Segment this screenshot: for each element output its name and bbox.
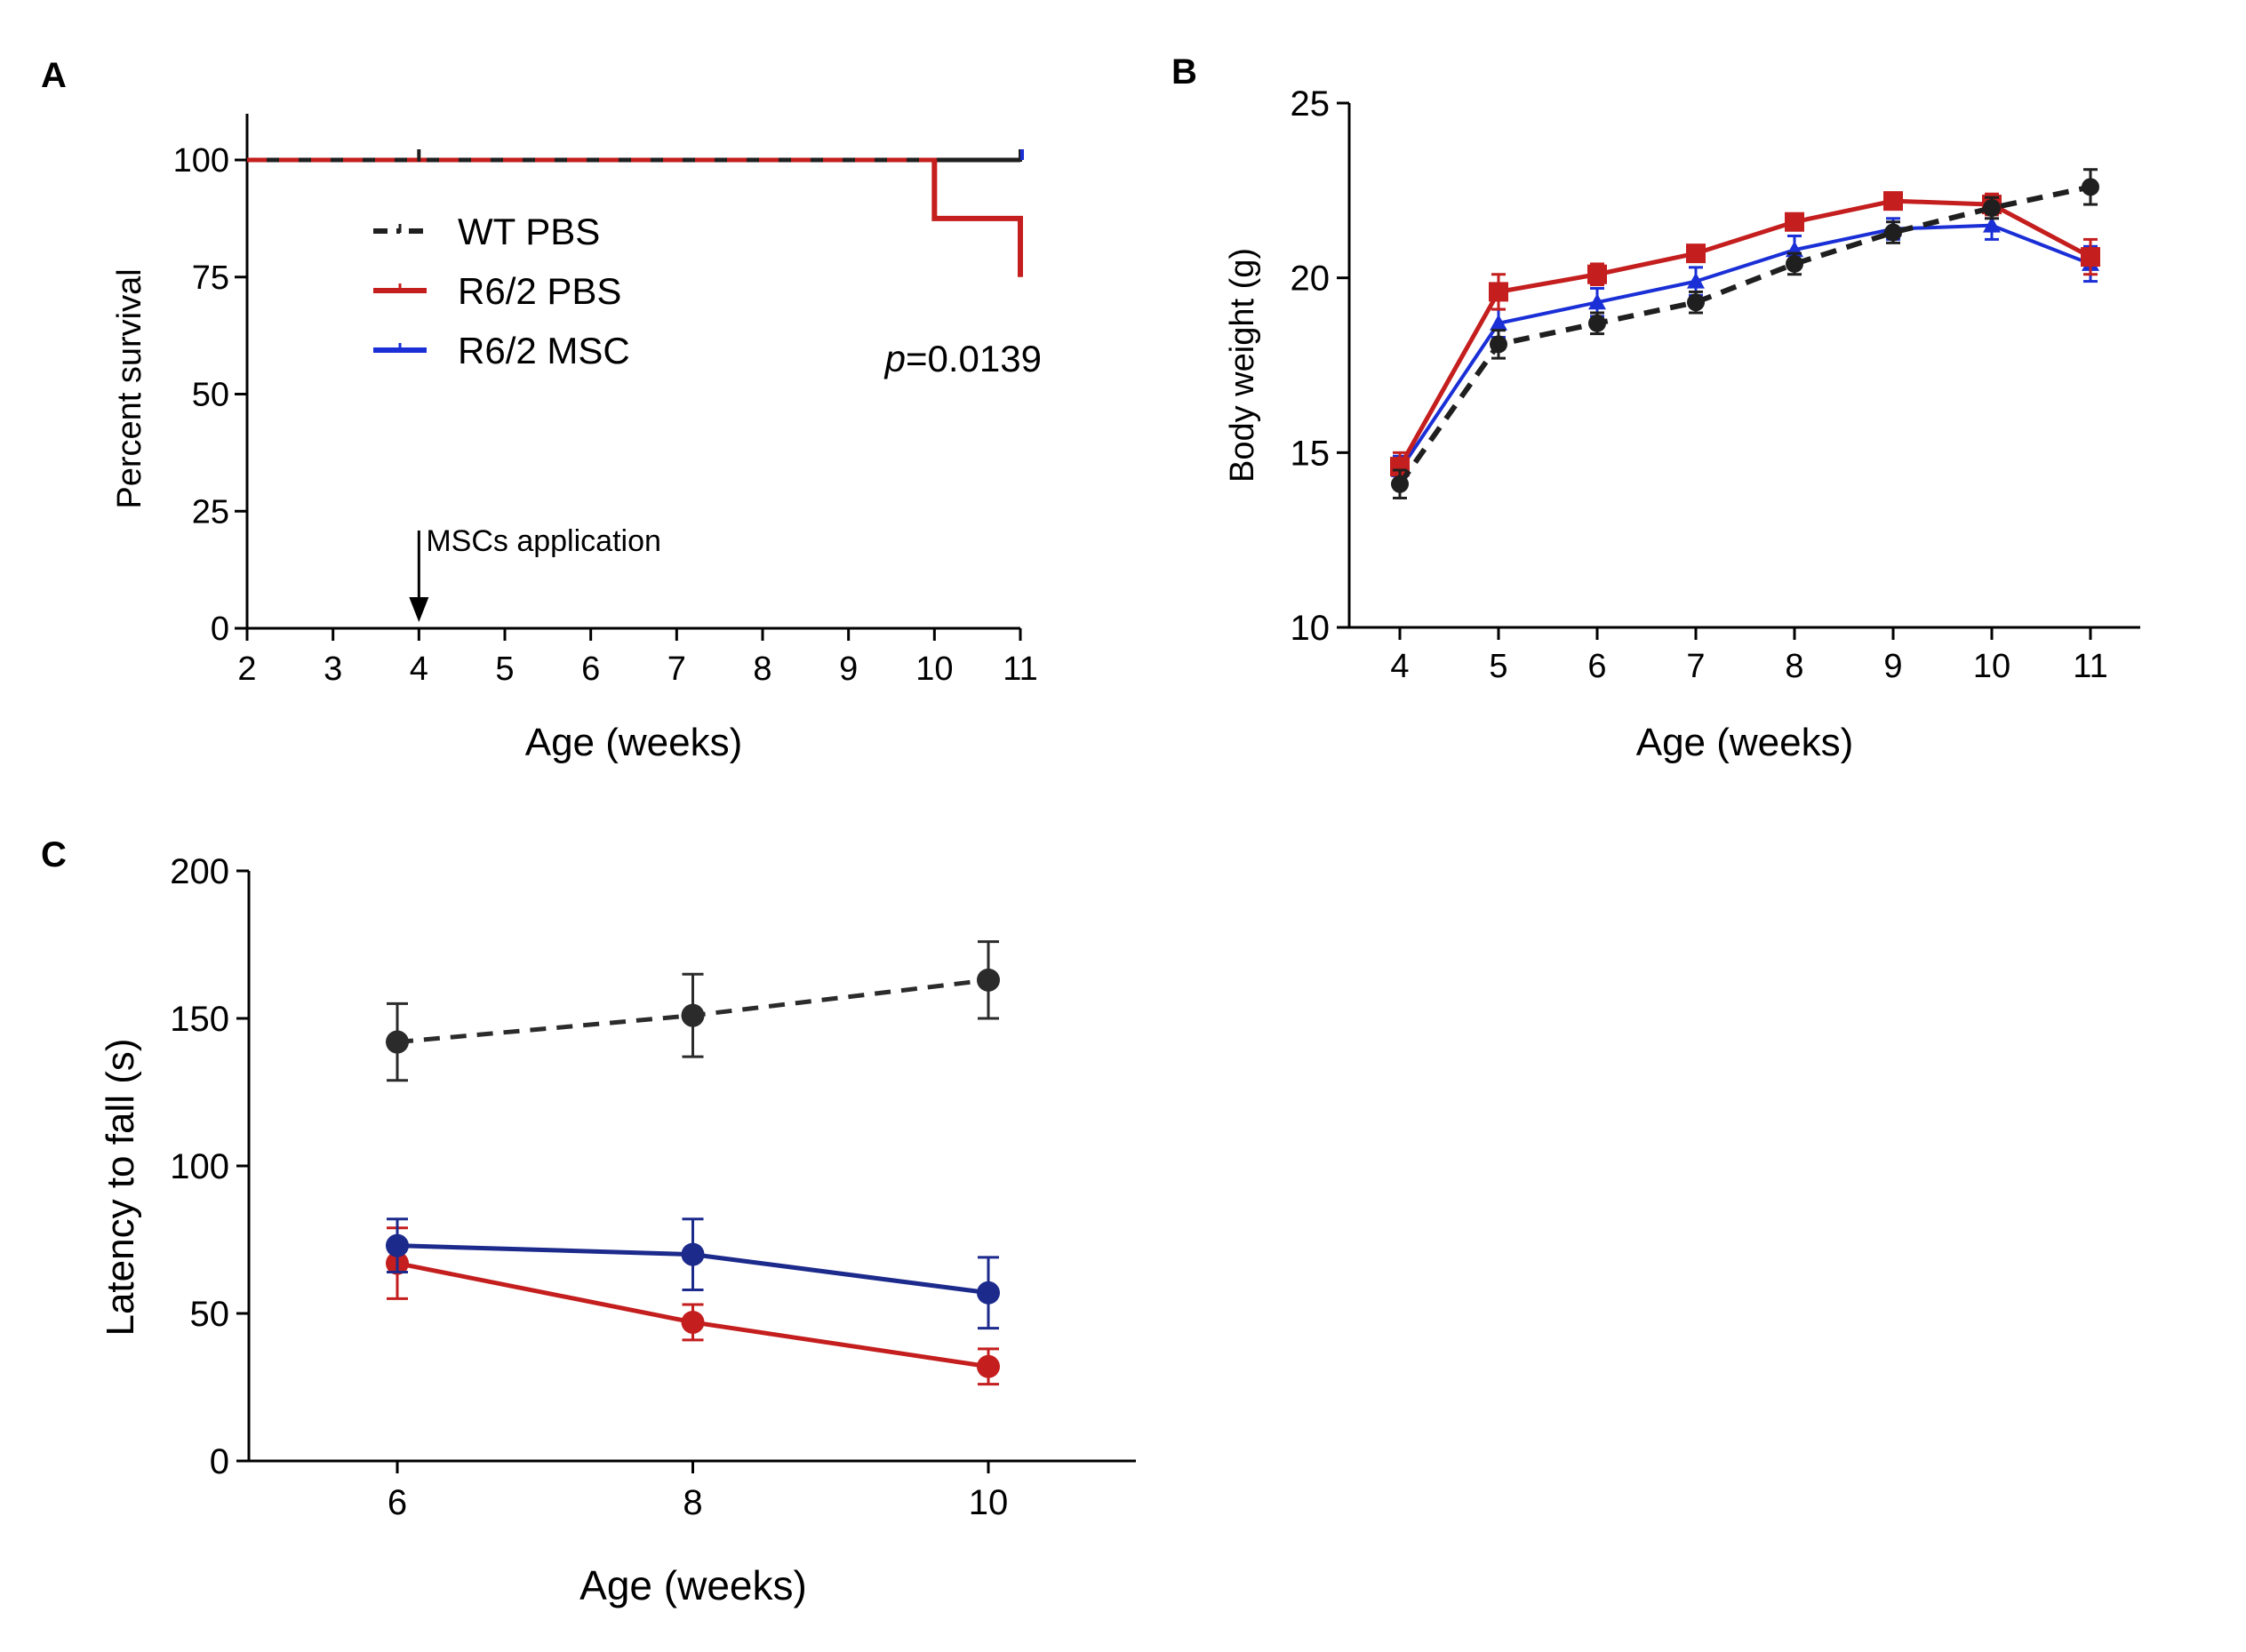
y-tick-label: 50 — [192, 377, 229, 414]
x-tick-label: 6 — [581, 650, 600, 688]
y-tick-label: 100 — [170, 1147, 229, 1186]
legend-label-2: R6/2 MSC — [458, 330, 630, 371]
y-axis-title: Latency to fall (s) — [99, 1038, 142, 1336]
panel-letter-b: B — [1171, 52, 1197, 92]
data-point-r6-2-pbs — [1686, 243, 1706, 264]
y-tick-label: 10 — [1291, 609, 1331, 648]
x-tick-label: 4 — [410, 650, 428, 688]
series-r6-2-msc — [386, 1217, 1000, 1330]
x-tick-label: 8 — [683, 1483, 702, 1522]
panel-letter-a: A — [41, 56, 67, 95]
y-tick-label: 200 — [170, 852, 229, 891]
x-tick-label: 6 — [1587, 648, 1606, 685]
data-point-r6-2-pbs — [1785, 211, 1804, 232]
series-line-r6-2-pbs — [931, 160, 1023, 277]
y-tick-label: 25 — [192, 493, 229, 531]
panel-letter-c: C — [41, 835, 67, 874]
p-symbol: p — [883, 338, 906, 379]
x-tick-label: 11 — [2073, 648, 2107, 685]
x-tick-label: 7 — [667, 650, 686, 688]
series-wt-pbs — [386, 940, 1000, 1082]
data-point-wt-pbs — [1490, 335, 1507, 354]
y-tick-label: 75 — [192, 259, 229, 297]
data-point-r6-2-msc — [977, 1281, 1000, 1305]
y-tick-label: 100 — [173, 142, 229, 180]
x-tick-label: 4 — [1390, 648, 1409, 685]
x-tick-label: 10 — [915, 650, 953, 688]
panel-a-survival-chart: A 0 25 50 75 100 2 3 4 5 6 7 8 9 10 11 Age (weeks) Percen… — [41, 56, 1042, 764]
data-point-r6-2-pbs — [681, 1310, 705, 1334]
panel-c-latency-chart: C 0 50 100 150 200 6 8 10 Age (weeks) Latency to f… — [41, 835, 1136, 1608]
data-point-wt-pbs — [386, 1030, 409, 1054]
arrow-head — [409, 597, 429, 622]
data-point-r6-2-msc — [1983, 216, 2001, 233]
x-tick-label: 9 — [839, 650, 858, 688]
data-point-r6-2-msc — [1588, 293, 1606, 310]
x-tick-label: 10 — [969, 1483, 1009, 1522]
series-wt-pbs — [1391, 168, 2099, 499]
x-tick-label: 8 — [753, 650, 771, 688]
y-tick-label: 0 — [211, 611, 229, 648]
y-axis-title: Percent survival — [111, 268, 148, 508]
data-point-wt-pbs — [1391, 475, 1409, 493]
data-point-r6-2-pbs — [1390, 457, 1410, 477]
data-point-r6-2-pbs — [2081, 247, 2100, 267]
series-line-r6-2-pbs — [1397, 198, 2092, 468]
x-tick-label: 5 — [495, 650, 514, 688]
x-axis-title: Age (weeks) — [579, 1562, 807, 1608]
data-point-wt-pbs — [2082, 178, 2099, 196]
x-axis-title: Age (weeks) — [1636, 721, 1854, 764]
data-point-r6-2-msc — [1687, 272, 1705, 289]
data-point-r6-2-pbs — [977, 1354, 1000, 1378]
y-tick-label: 150 — [170, 1000, 229, 1039]
y-axis-title: Body weight (g) — [1224, 248, 1261, 483]
series-line-wt-pbs — [1397, 184, 2091, 486]
data-point-wt-pbs — [977, 968, 1000, 992]
x-axis-title: Age (weeks) — [525, 721, 743, 764]
data-point-r6-2-msc — [681, 1242, 705, 1266]
y-tick-label: 15 — [1291, 434, 1331, 473]
series-line-r6-2-pbs-dashed — [247, 157, 1023, 277]
x-tick-label: 6 — [388, 1483, 407, 1522]
y-tick-label: 20 — [1291, 259, 1331, 299]
panel-b-body-weight-chart: B 10 15 20 25 4 5 6 7 8 9 10 11 Age (weeks) Body weigh… — [1171, 52, 2140, 764]
data-point-r6-2-msc — [386, 1233, 409, 1257]
data-point-wt-pbs — [681, 1003, 705, 1027]
p-value-annotation: p=0.0139 — [883, 338, 1042, 379]
legend-label-0: WT PBS — [458, 211, 600, 252]
x-tick-label: 11 — [1003, 650, 1037, 688]
y-tick-label: 50 — [190, 1295, 230, 1334]
data-point-wt-pbs — [1687, 293, 1705, 312]
x-tick-label: 8 — [1785, 648, 1803, 685]
data-point-wt-pbs — [1786, 254, 1803, 273]
legend-label-1: R6/2 PBS — [458, 270, 621, 312]
series-line-r6-2-msc — [1398, 223, 2091, 472]
x-tick-label: 7 — [1686, 648, 1705, 685]
data-point-r6-2-pbs — [1489, 282, 1508, 302]
y-tick-label: 25 — [1291, 84, 1331, 124]
data-point-wt-pbs — [1884, 223, 1902, 242]
data-point-wt-pbs — [1983, 199, 2001, 217]
data-point-wt-pbs — [1588, 314, 1606, 332]
y-tick-label: 0 — [210, 1442, 229, 1481]
x-tick-label: 2 — [237, 650, 256, 688]
data-point-r6-2-pbs — [1883, 191, 1903, 211]
arrow-label: MSCs application — [426, 524, 661, 558]
x-tick-label: 9 — [1883, 648, 1902, 685]
p-value: =0.0139 — [906, 338, 1042, 379]
x-tick-label: 5 — [1489, 648, 1507, 685]
data-point-r6-2-pbs — [1587, 264, 1607, 284]
x-tick-label: 10 — [1973, 648, 2010, 685]
data-point-r6-2-msc — [1490, 314, 1507, 331]
x-tick-label: 3 — [324, 650, 342, 688]
